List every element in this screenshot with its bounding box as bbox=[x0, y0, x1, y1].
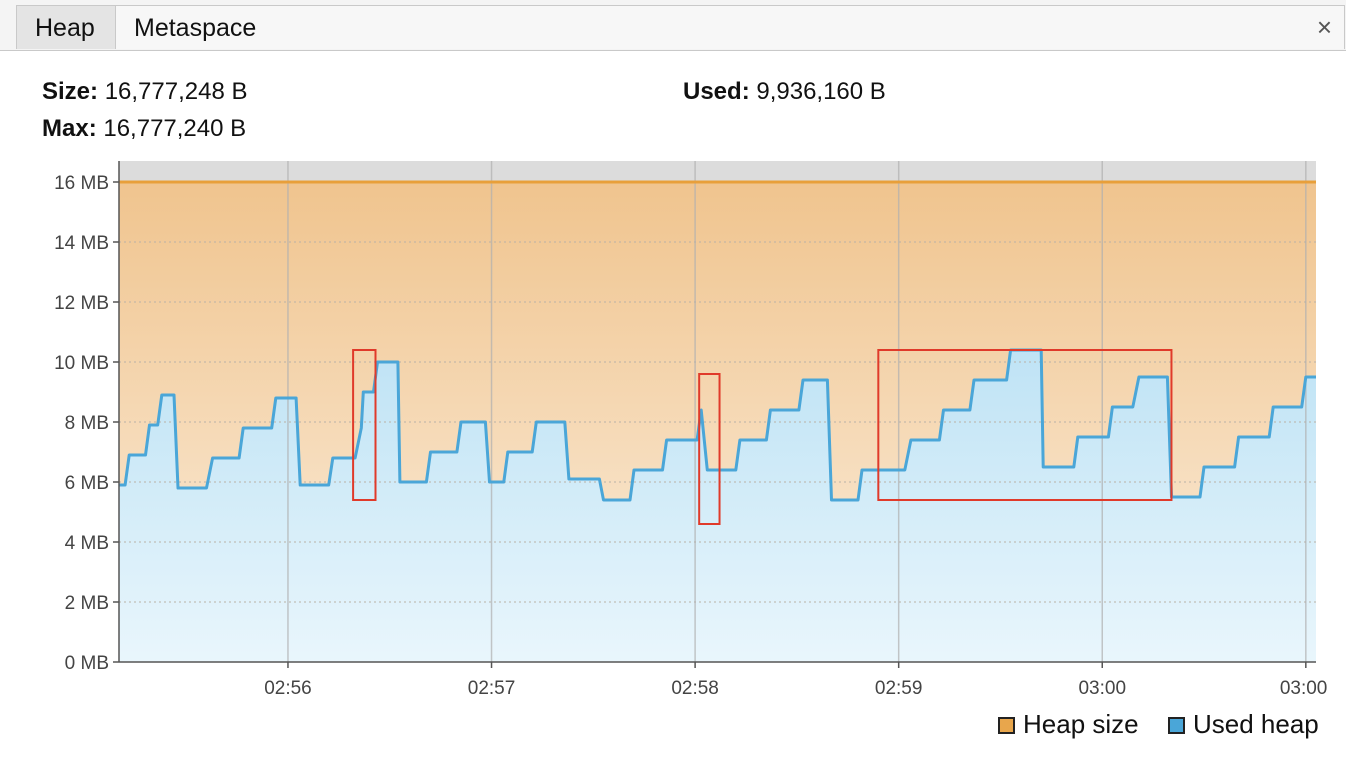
tab-bar: Heap Metaspace × bbox=[0, 0, 1346, 51]
close-icon[interactable]: × bbox=[1316, 12, 1332, 42]
x-tick-label: 03:00 bbox=[1078, 678, 1126, 699]
used-heap-area bbox=[119, 350, 1316, 662]
y-tick-label: 4 MB bbox=[65, 533, 109, 554]
size-value: 16,777,248 B bbox=[104, 78, 248, 105]
highlight-box bbox=[698, 373, 721, 525]
x-tick-label: 03:00 bbox=[1280, 678, 1328, 699]
size-label: Size: bbox=[42, 78, 99, 105]
tab-heap[interactable]: Heap bbox=[16, 5, 116, 49]
x-tick-label: 02:57 bbox=[468, 678, 516, 699]
used-value: 9,936,160 B bbox=[756, 78, 886, 105]
y-tick-label: 10 MB bbox=[54, 353, 109, 374]
y-tick-label: 2 MB bbox=[65, 593, 109, 614]
size-stat: Size: 16,777,248 B bbox=[42, 78, 247, 106]
tab-metaspace[interactable]: Metaspace bbox=[115, 5, 1345, 49]
y-tick-label: 6 MB bbox=[65, 473, 109, 494]
legend-used-heap-label: Used heap bbox=[1193, 709, 1319, 739]
legend-heap-size-swatch bbox=[998, 717, 1015, 734]
legend-used-heap: Used heap bbox=[1168, 709, 1319, 740]
used-label: Used: bbox=[683, 78, 750, 105]
max-label: Max: bbox=[42, 115, 97, 142]
y-tick-label: 8 MB bbox=[65, 413, 109, 434]
used-heap-line bbox=[119, 348, 1316, 502]
y-tick-label: 14 MB bbox=[54, 233, 109, 254]
used-stat: Used: 9,936,160 B bbox=[683, 78, 886, 106]
max-value: 16,777,240 B bbox=[103, 115, 247, 142]
y-tick-label: 0 MB bbox=[65, 653, 109, 674]
x-tick-label: 02:58 bbox=[671, 678, 719, 699]
legend-used-heap-swatch bbox=[1168, 717, 1185, 734]
y-tick-label: 16 MB bbox=[54, 173, 109, 194]
highlight-box bbox=[352, 349, 377, 501]
x-tick-label: 02:59 bbox=[875, 678, 923, 699]
x-tick-label: 02:56 bbox=[264, 678, 312, 699]
plot-top-band bbox=[119, 161, 1316, 182]
heap-chart: 0 MB 2 MB 4 MB 6 MB 8 MB 10 MB 12 MB 14 MB 16 MB… bbox=[54, 161, 1328, 699]
legend-heap-size: Heap size bbox=[998, 709, 1139, 740]
legend-heap-size-label: Heap size bbox=[1023, 709, 1139, 739]
max-stat: Max: 16,777,240 B bbox=[42, 115, 246, 143]
highlight-box bbox=[877, 349, 1173, 501]
y-tick-label: 12 MB bbox=[54, 293, 109, 314]
